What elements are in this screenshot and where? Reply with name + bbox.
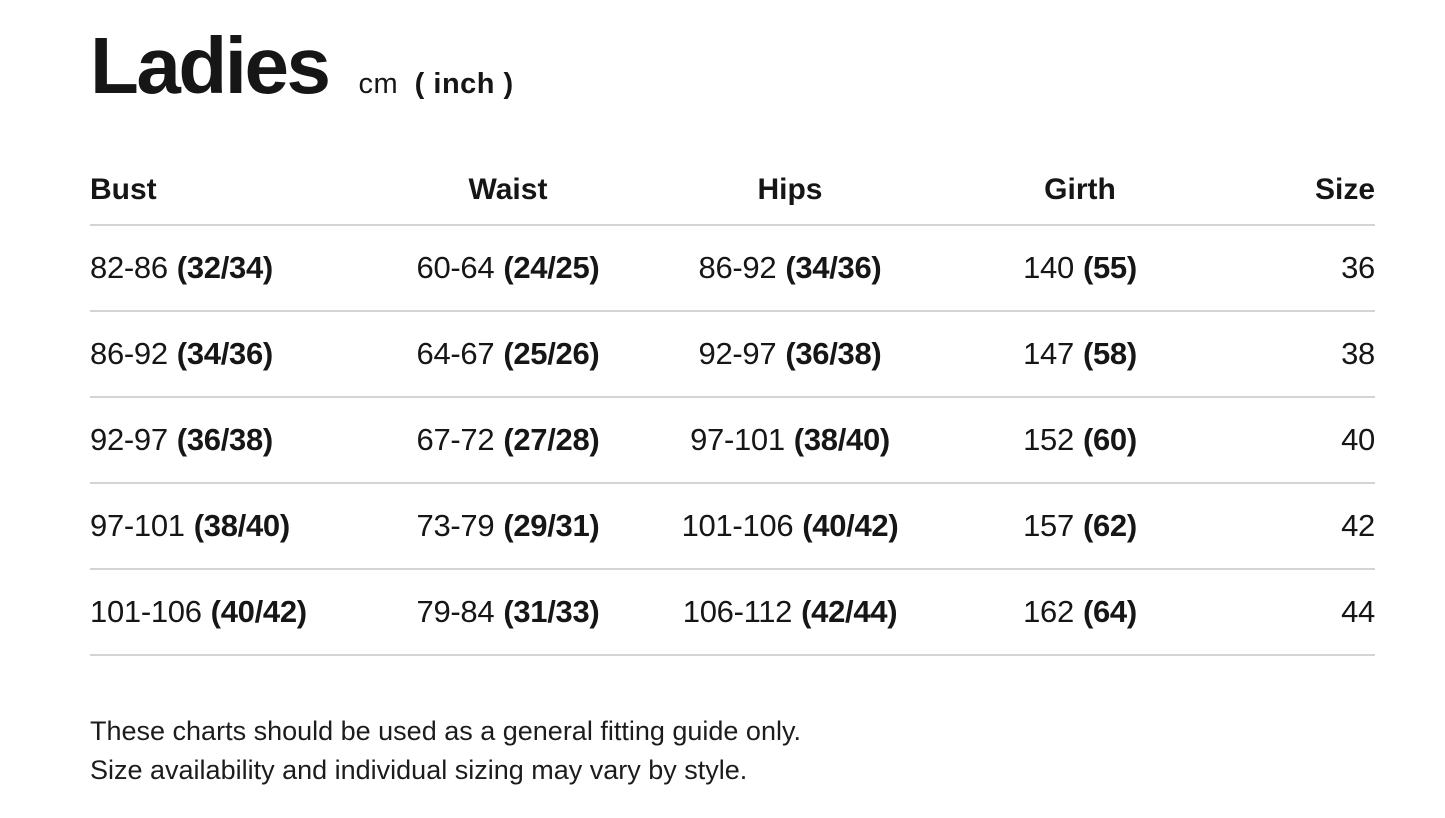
page-title: Ladies bbox=[90, 21, 331, 110]
waist-cell: 60-64 (24/25) bbox=[370, 250, 646, 286]
girth-cm-value: 152 bbox=[1023, 422, 1074, 457]
table-row: 92-97 (36/38) 67-72 (27/28) 97-101 (38/40) … bbox=[90, 398, 1375, 484]
bust-cm-value: 92-97 bbox=[90, 422, 168, 457]
hips-cm-value: 92-97 bbox=[698, 336, 777, 371]
hips-cell: 97-101 (38/40) bbox=[646, 422, 934, 458]
size-cell: 38 bbox=[1226, 336, 1375, 372]
table-row: 101-106 (40/42) 79-84 (31/33) 106-112 (42/4… bbox=[90, 570, 1375, 656]
waist-inch-value: (24/25) bbox=[503, 250, 600, 285]
waist-inch-value: (27/28) bbox=[503, 422, 600, 457]
bust-cm-value: 97-101 bbox=[90, 508, 185, 543]
girth-cell: 140 (55) bbox=[934, 250, 1226, 286]
table-row: 97-101 (38/40) 73-79 (29/31) 101-106 (40/42… bbox=[90, 484, 1375, 570]
bust-cell: 97-101 (38/40) bbox=[90, 508, 370, 544]
hips-cell: 86-92 (34/36) bbox=[646, 250, 934, 286]
hips-cell: 92-97 (36/38) bbox=[646, 336, 934, 372]
bust-cm-value: 86-92 bbox=[90, 336, 168, 371]
girth-inch-value: (60) bbox=[1082, 422, 1137, 457]
column-header-waist: Waist bbox=[468, 173, 548, 206]
girth-cm-value: 147 bbox=[1023, 336, 1074, 371]
waist-cm-value: 73-79 bbox=[416, 508, 495, 543]
unit-inch-label: ( inch ) bbox=[414, 68, 514, 100]
hips-cm-value: 101-106 bbox=[681, 508, 794, 543]
size-value: 42 bbox=[1341, 508, 1375, 543]
size-value: 38 bbox=[1341, 336, 1375, 371]
hips-cm-value: 86-92 bbox=[698, 250, 777, 285]
table-header-row: Bust Waist Hips Girth Size bbox=[90, 156, 1375, 226]
girth-cell: 157 (62) bbox=[934, 508, 1226, 544]
column-header-size: Size bbox=[1314, 173, 1375, 206]
waist-inch-value: (29/31) bbox=[503, 508, 600, 543]
waist-cm-value: 79-84 bbox=[416, 594, 495, 629]
girth-inch-value: (58) bbox=[1082, 336, 1137, 371]
size-cell: 36 bbox=[1226, 250, 1375, 286]
waist-inch-value: (31/33) bbox=[503, 594, 600, 629]
size-cell: 42 bbox=[1226, 508, 1375, 544]
waist-cm-value: 64-67 bbox=[416, 336, 495, 371]
hips-cm-value: 97-101 bbox=[690, 422, 785, 457]
bust-cm-value: 82-86 bbox=[90, 250, 168, 285]
size-value: 36 bbox=[1341, 250, 1375, 285]
bust-cell: 92-97 (36/38) bbox=[90, 422, 370, 458]
bust-inch-value: (38/40) bbox=[193, 508, 290, 543]
waist-cell: 64-67 (25/26) bbox=[370, 336, 646, 372]
hips-inch-value: (36/38) bbox=[785, 336, 882, 371]
hips-inch-value: (42/44) bbox=[801, 594, 898, 629]
waist-cell: 79-84 (31/33) bbox=[370, 594, 646, 630]
bust-inch-value: (32/34) bbox=[176, 250, 273, 285]
girth-cell: 162 (64) bbox=[934, 594, 1226, 630]
girth-cm-value: 140 bbox=[1023, 250, 1074, 285]
hips-cell: 106-112 (42/44) bbox=[646, 594, 934, 630]
bust-inch-value: (40/42) bbox=[210, 594, 307, 629]
unit-label: cm ( inch ) bbox=[358, 68, 513, 101]
bust-inch-value: (36/38) bbox=[176, 422, 273, 457]
size-value: 44 bbox=[1341, 594, 1375, 629]
footnote-line-2: Size availability and individual sizing … bbox=[90, 755, 748, 785]
girth-inch-value: (64) bbox=[1082, 594, 1137, 629]
waist-cm-value: 60-64 bbox=[416, 250, 495, 285]
hips-inch-value: (38/40) bbox=[793, 422, 890, 457]
bust-cell: 86-92 (34/36) bbox=[90, 336, 370, 372]
girth-cell: 147 (58) bbox=[934, 336, 1226, 372]
girth-cm-value: 157 bbox=[1023, 508, 1074, 543]
waist-cm-value: 67-72 bbox=[416, 422, 495, 457]
waist-cell: 73-79 (29/31) bbox=[370, 508, 646, 544]
girth-inch-value: (62) bbox=[1082, 508, 1137, 543]
girth-inch-value: (55) bbox=[1082, 250, 1137, 285]
size-guide-page: Ladies cm ( inch ) Bust Waist Hips Girth… bbox=[90, 26, 1375, 790]
girth-cell: 152 (60) bbox=[934, 422, 1226, 458]
size-cell: 44 bbox=[1226, 594, 1375, 630]
bust-inch-value: (34/36) bbox=[176, 336, 273, 371]
waist-cell: 67-72 (27/28) bbox=[370, 422, 646, 458]
footnote: These charts should be used as a general… bbox=[90, 712, 1375, 790]
hips-cm-value: 106-112 bbox=[682, 594, 793, 629]
column-header-hips: Hips bbox=[757, 173, 823, 206]
column-header-girth: Girth bbox=[1044, 173, 1116, 206]
bust-cell: 82-86 (32/34) bbox=[90, 250, 370, 286]
footnote-line-1: These charts should be used as a general… bbox=[90, 716, 801, 746]
column-header-bust: Bust bbox=[90, 173, 157, 206]
hips-inch-value: (34/36) bbox=[785, 250, 882, 285]
table-row: 86-92 (34/36) 64-67 (25/26) 92-97 (36/38) 1… bbox=[90, 312, 1375, 398]
hips-inch-value: (40/42) bbox=[802, 508, 899, 543]
bust-cell: 101-106 (40/42) bbox=[90, 594, 370, 630]
hips-cell: 101-106 (40/42) bbox=[646, 508, 934, 544]
bust-cm-value: 101-106 bbox=[90, 594, 202, 629]
title-row: Ladies cm ( inch ) bbox=[90, 26, 1375, 106]
table-row: 82-86 (32/34) 60-64 (24/25) 86-92 (34/36) 1… bbox=[90, 226, 1375, 312]
waist-inch-value: (25/26) bbox=[503, 336, 600, 371]
girth-cm-value: 162 bbox=[1023, 594, 1074, 629]
size-value: 40 bbox=[1341, 422, 1375, 457]
size-cell: 40 bbox=[1226, 422, 1375, 458]
unit-cm-label: cm bbox=[358, 68, 399, 100]
size-table: Bust Waist Hips Girth Size 82-86 (32/34) … bbox=[90, 156, 1375, 656]
